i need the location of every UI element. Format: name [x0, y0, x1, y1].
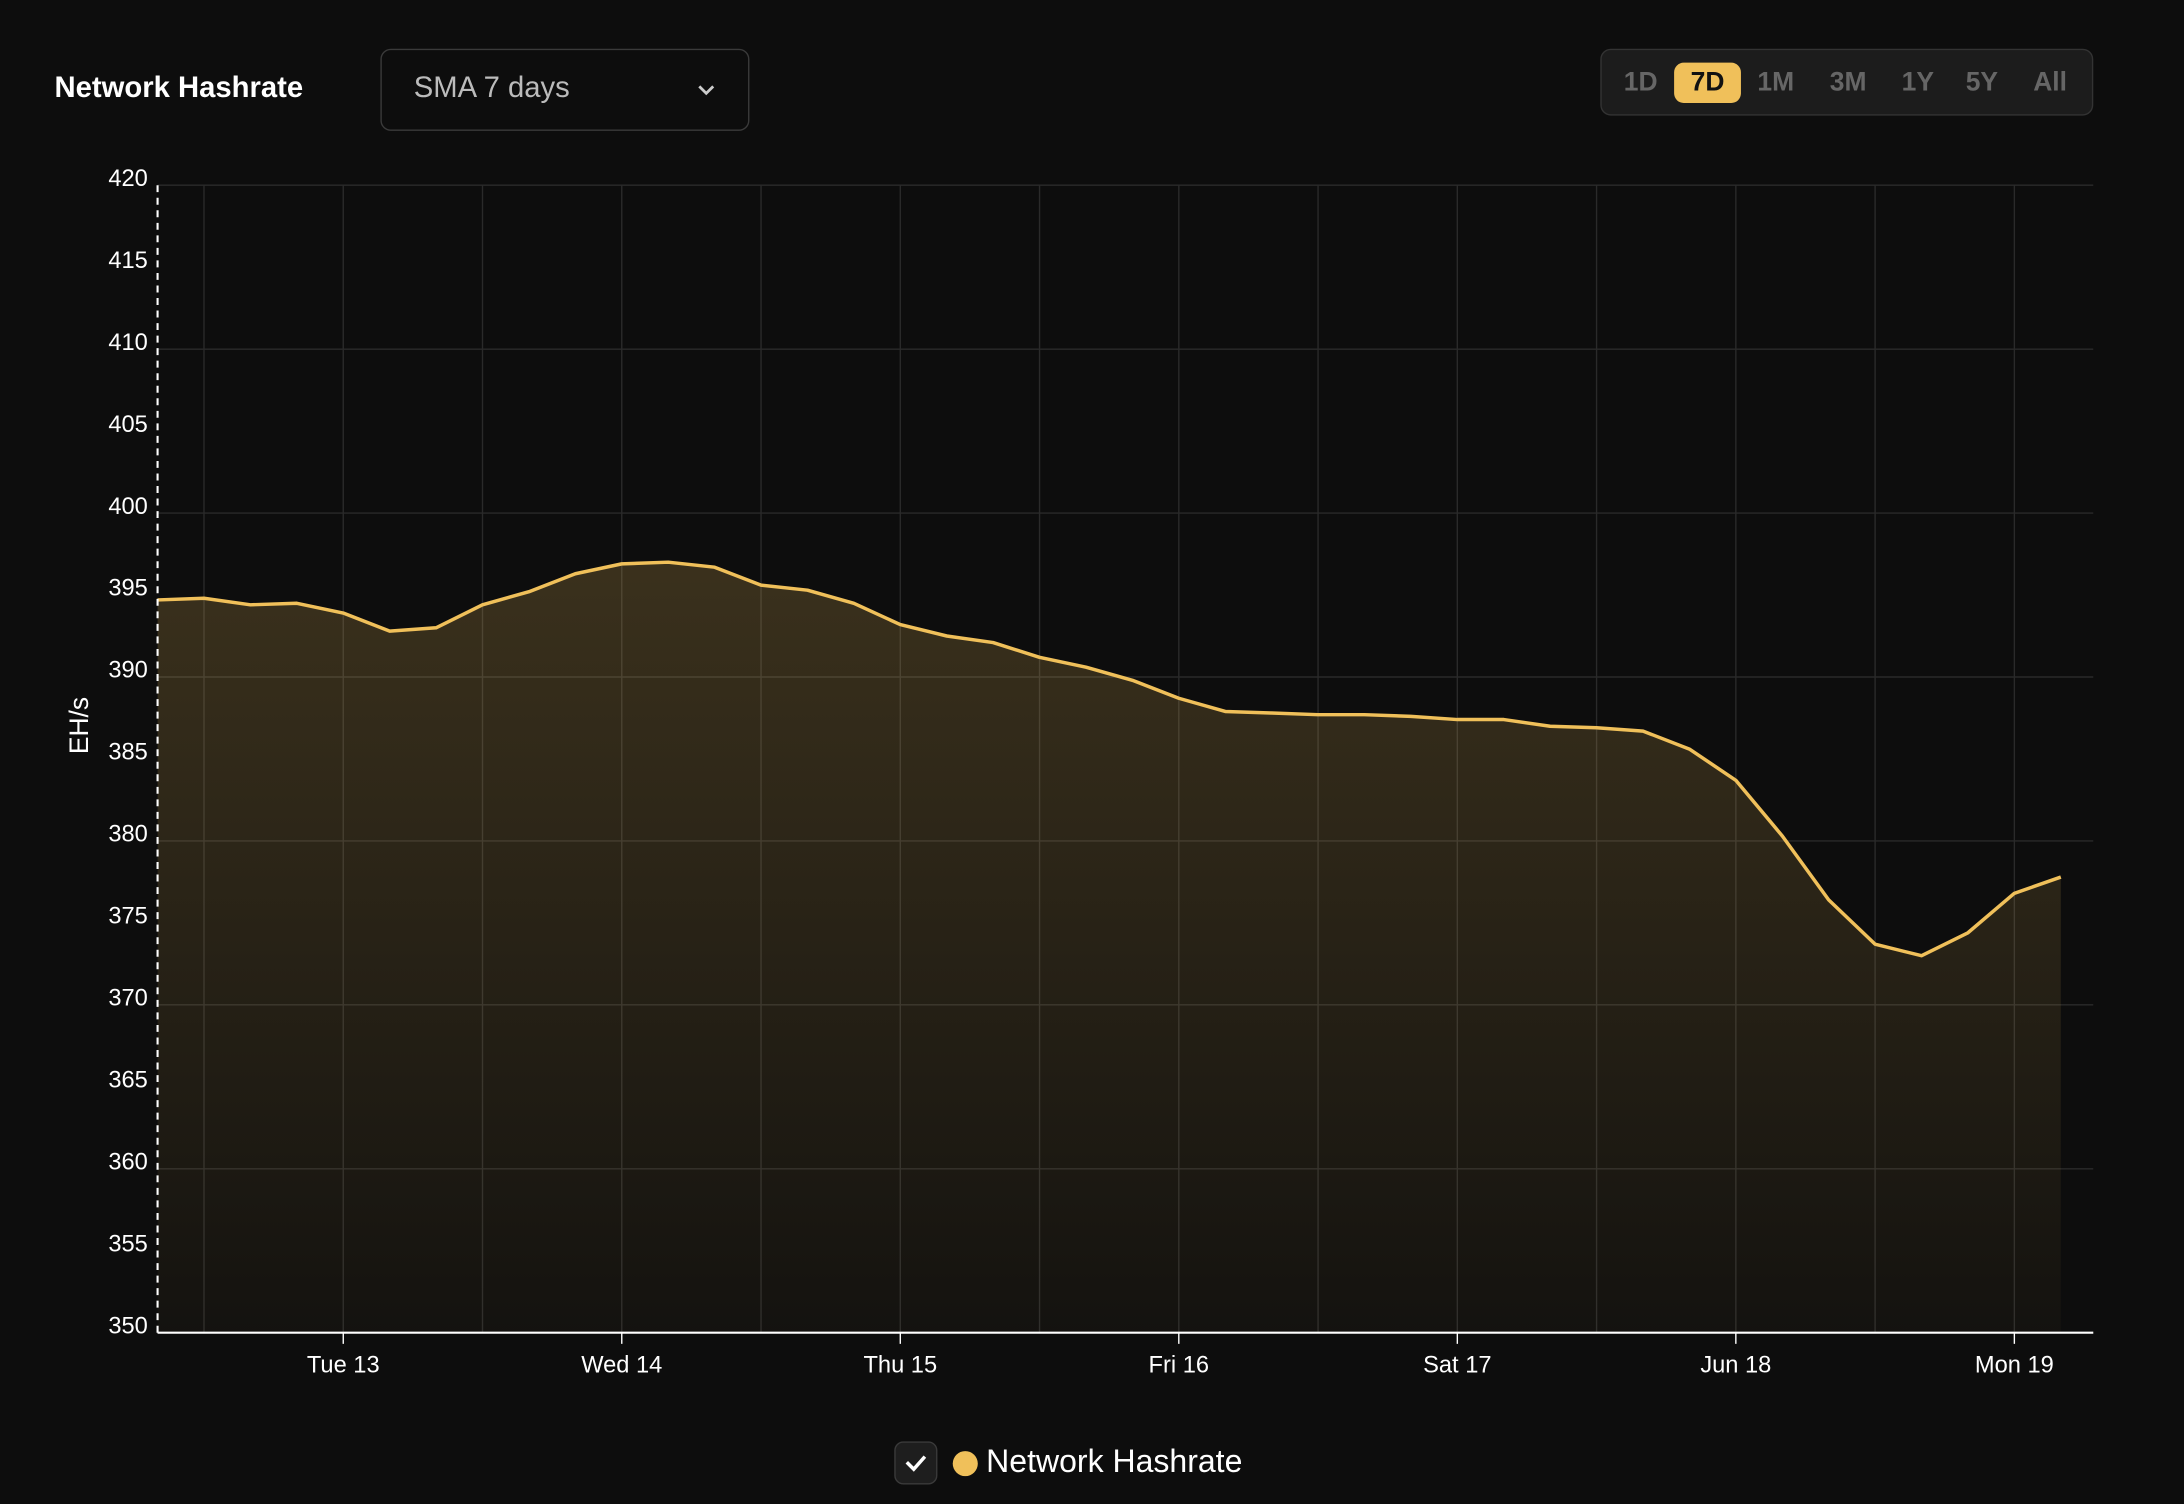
- x-tick-label: Jun 18: [1700, 1352, 1771, 1378]
- y-tick-label: 405: [108, 412, 147, 438]
- y-tick-label: 385: [108, 740, 147, 766]
- range-button-active[interactable]: [1674, 62, 1741, 104]
- y-tick-label: 390: [108, 658, 147, 684]
- range-button[interactable]: 1D: [1624, 67, 1658, 97]
- y-tick-label: 380: [108, 822, 147, 848]
- x-tick-label: Tue 13: [307, 1352, 380, 1378]
- legend-swatch: [952, 1451, 978, 1477]
- line: [157, 560, 2062, 958]
- x-tick-label: Sat 17: [1423, 1352, 1491, 1378]
- y-tick-label: 375: [108, 904, 147, 930]
- y-tick-label: 415: [108, 248, 147, 274]
- range-button[interactable]: 5Y: [1966, 67, 1999, 97]
- range-button[interactable]: 3M: [1830, 67, 1867, 97]
- y-tick-label: 370: [108, 986, 147, 1012]
- range-button[interactable]: 1Y: [1902, 67, 1935, 97]
- x-tick-label: Wed 14: [581, 1352, 662, 1378]
- y-tick-label: 365: [108, 1067, 147, 1093]
- y-tick-label: 395: [108, 576, 147, 602]
- dropdown-text[interactable]: SMA 7 days: [414, 72, 570, 104]
- dropdown[interactable]: SMA 7 days: [380, 48, 750, 131]
- y-tick-label: 420: [108, 166, 147, 192]
- check-icon: [905, 1455, 927, 1472]
- y-axis-title: EH/s: [64, 697, 94, 754]
- y-tick-label: 360: [108, 1149, 147, 1175]
- area-fill: [157, 562, 2061, 1333]
- range-button[interactable]: All: [2033, 67, 2067, 97]
- range-button[interactable]: 1M: [1757, 67, 1794, 97]
- x-tick-label: Mon 19: [1975, 1352, 2054, 1378]
- chart-title: Network Hashrate: [55, 72, 304, 104]
- dropdown-chevron: [698, 85, 715, 96]
- y-tick-label: 350: [108, 1313, 147, 1339]
- y-tick-label: 400: [108, 494, 147, 520]
- y-tick-label: 410: [108, 330, 147, 356]
- x-tick-label: Fri 16: [1149, 1352, 1209, 1378]
- y-tick-label: 355: [108, 1231, 147, 1257]
- dropdown-box[interactable]: [380, 48, 750, 131]
- legend-label[interactable]: Network Hashrate: [986, 1443, 1242, 1479]
- range-button[interactable]: 7D: [1691, 67, 1725, 97]
- x-tick-label: Thu 15: [863, 1352, 937, 1378]
- legend-checkbox[interactable]: [894, 1441, 938, 1485]
- legend[interactable]: Network Hashrate: [894, 1441, 1242, 1485]
